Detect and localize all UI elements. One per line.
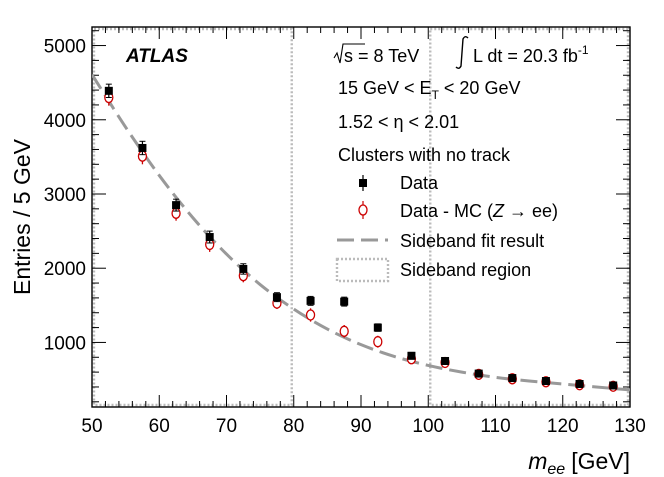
et-left: 15 GeV < E [338,78,432,98]
data-point [340,296,349,307]
data-point [609,381,618,390]
x-axis-title-var: m [528,448,547,474]
y-tick-label: 4000 [44,111,86,132]
sideband-fit-curve [92,73,630,392]
sideband-region-2 [429,27,630,407]
data-marker [373,323,382,332]
data-point [138,140,147,156]
x-tick-label: 120 [547,416,579,437]
legend: Data Data - MC (Z → ee) Sideband fit res… [335,173,558,283]
mc-point [339,324,349,338]
data-marker [474,369,483,378]
legend-entry-data: Data [359,173,439,193]
mc-point [305,308,316,322]
legend-label-fit: Sideband fit result [400,231,544,251]
data-point [306,295,315,306]
data-marker [609,381,618,390]
integral-sign [455,36,469,69]
mc-marker [373,336,383,348]
data-marker [172,201,181,210]
data-marker [138,143,147,152]
data-point [272,292,281,303]
x-tick-label: 130 [614,416,646,437]
mc-marker [339,325,349,337]
data-point [172,198,181,212]
data-marker [541,377,550,386]
data-point [441,356,450,365]
x-tick-label: 60 [149,416,170,437]
mc-marker [305,309,316,321]
fit-curve-path [92,73,630,392]
legend-entry-sideband-region: Sideband region [335,257,531,283]
data-marker [407,351,416,360]
x-axis-title: mee [GeV] [528,448,630,477]
y-tick-label: 1000 [44,333,86,354]
x-tick-label: 50 [81,416,102,437]
et-right: < 20 GeV [439,78,521,98]
x-tick-label: 90 [350,416,371,437]
legend-entry-data-minus-mc: Data - MC (Z → ee) [358,201,558,221]
data-marker [441,356,450,365]
energy-label: s = 8 TeV [344,46,419,66]
x-axis-title-sub: ee [547,461,565,477]
data-point [508,374,517,383]
x-axis-title-unit: [GeV] [571,448,630,474]
x-axis: 50 60 70 80 90 100 110 120 130 [81,27,646,437]
y-tick-label: 3000 [44,185,86,206]
y-tick-label: 5000 [44,37,86,58]
legend-mc-z: Z [492,201,505,221]
data-point [541,377,550,386]
legend-mc-a: Data - MC ( [400,201,493,221]
legend-entry-fit: Sideband fit result [337,231,544,251]
data-marker [306,296,315,305]
x-tick-label: 70 [216,416,237,437]
legend-label-sideband-region: Sideband region [400,260,531,280]
y-tick-label: 2000 [44,259,86,280]
x-tick-label: 110 [480,416,510,437]
data-marker [340,297,349,306]
data-marker [272,293,281,302]
data-point [239,263,248,275]
data-marker [205,233,214,242]
lumi-label: L dt = 20.3 fb-1 [473,43,589,66]
data-point [575,379,584,388]
lumi-exponent: -1 [578,43,589,57]
data-marker [104,86,113,95]
data-marker [239,264,248,273]
y-axis: 1000 2000 3000 4000 5000 [44,30,630,403]
data-point [104,83,113,99]
y-axis-title: Entries / 5 GeV [9,138,35,295]
et-sub: T [432,88,440,102]
annotations: s = 8 TeV L dt = 20.3 fb-1 15 GeV < ET <… [333,36,589,165]
sqrt-sign [333,43,365,64]
atlas-label: ATLAS [125,46,188,67]
sideband-region-1 [92,27,293,407]
data-marker [575,379,584,388]
lumi-text: L dt = 20.3 fb [473,46,578,66]
x-tick-label: 80 [283,416,304,437]
selection-label: Clusters with no track [338,145,511,165]
mc-point [373,335,383,348]
series-data [104,83,618,390]
sideband-regions [92,27,630,407]
data-point [205,230,214,244]
x-tick-label: 100 [412,416,444,437]
legend-label-data: Data [400,173,439,193]
data-marker [508,374,517,383]
data-point [407,351,416,360]
legend-label-data-minus-mc: Data - MC (Z → ee) [400,201,558,221]
data-point [373,323,382,332]
eta-range-label: 1.52 < η < 2.01 [338,112,459,132]
legend-mc-b: → ee) [504,201,558,221]
et-range-label: 15 GeV < ET < 20 GeV [338,78,520,102]
data-point [474,369,483,378]
